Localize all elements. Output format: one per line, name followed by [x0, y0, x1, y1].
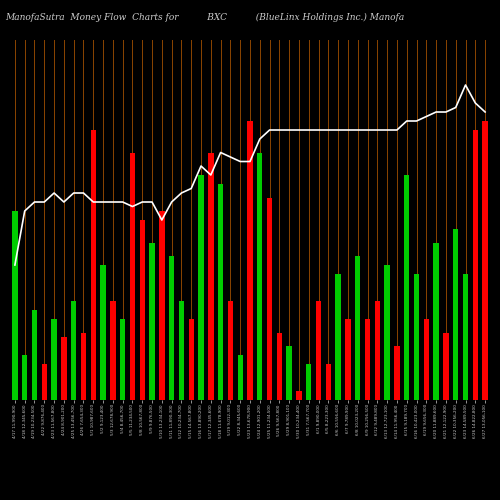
Bar	[159, 211, 164, 400]
Bar	[100, 265, 106, 400]
Bar	[482, 121, 488, 400]
Bar	[296, 391, 302, 400]
Bar	[169, 256, 174, 400]
Bar	[110, 301, 116, 400]
Bar	[365, 319, 370, 400]
Bar	[346, 319, 350, 400]
Bar	[42, 364, 47, 400]
Bar	[22, 355, 28, 400]
Bar	[276, 332, 282, 400]
Bar	[120, 319, 126, 400]
Bar	[61, 337, 66, 400]
Bar	[188, 319, 194, 400]
Bar	[238, 355, 243, 400]
Bar	[404, 175, 409, 400]
Text: ManofaSutra  Money Flow  Charts for          BXC          (BlueLinx Holdings Inc: ManofaSutra Money Flow Charts for BXC (B…	[5, 12, 404, 22]
Bar	[198, 175, 203, 400]
Bar	[355, 256, 360, 400]
Bar	[336, 274, 341, 400]
Bar	[374, 301, 380, 400]
Bar	[463, 274, 468, 400]
Bar	[472, 130, 478, 400]
Bar	[52, 319, 57, 400]
Bar	[32, 310, 37, 400]
Bar	[384, 265, 390, 400]
Bar	[178, 301, 184, 400]
Bar	[208, 152, 214, 400]
Bar	[443, 332, 448, 400]
Bar	[150, 242, 154, 400]
Bar	[424, 319, 429, 400]
Bar	[130, 152, 135, 400]
Bar	[257, 152, 262, 400]
Bar	[306, 364, 312, 400]
Bar	[286, 346, 292, 400]
Bar	[228, 301, 233, 400]
Bar	[218, 184, 224, 400]
Bar	[90, 130, 96, 400]
Bar	[248, 121, 252, 400]
Bar	[394, 346, 400, 400]
Bar	[316, 301, 322, 400]
Bar	[71, 301, 76, 400]
Bar	[414, 274, 419, 400]
Bar	[140, 220, 145, 400]
Bar	[12, 211, 18, 400]
Bar	[434, 242, 439, 400]
Bar	[267, 198, 272, 400]
Bar	[326, 364, 331, 400]
Bar	[453, 229, 458, 400]
Bar	[81, 332, 86, 400]
